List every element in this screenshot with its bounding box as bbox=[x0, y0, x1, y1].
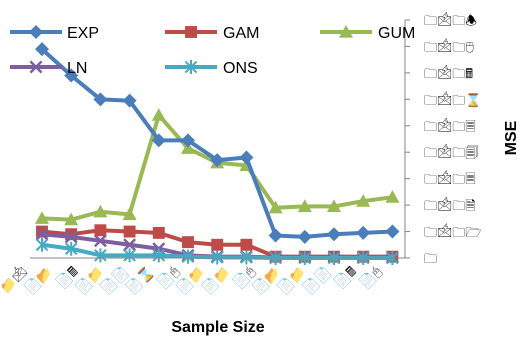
series-ln-point-1 bbox=[64, 230, 78, 244]
x-tick-label-1: 📄📂 bbox=[22, 264, 55, 297]
series-exp-point-9 bbox=[297, 229, 312, 244]
legend-gum-label: GUM bbox=[378, 25, 415, 42]
series-exp-line bbox=[40, 47, 393, 239]
y-tick-label-9: 🗀 bbox=[424, 251, 437, 266]
series-ln-point-1-stroke-b bbox=[64, 230, 78, 244]
y-ticks: 🗀🖄🗀🕭 🗀🖄🗀🖰 🗀🖄🗀🖩 🗀🖄🗀⌛ 🗀🖄🗀🗏 🗀🖄🗀🗐 🗀🖄🗀🗏 🗀🖄🗀🗎 🗀🖄🗀🗁 🗀 bbox=[405, 12, 481, 266]
series-ln-point-0-stroke-b bbox=[35, 227, 49, 241]
legend-gum-marker bbox=[339, 25, 353, 38]
legend-ons-label: ONS bbox=[223, 60, 258, 77]
series-ln-point-2-stroke-b bbox=[93, 234, 107, 248]
series-gum-point-0 bbox=[35, 211, 49, 224]
series-exp-point-2 bbox=[93, 92, 108, 107]
legend: EXP GAM GUM LN ONS bbox=[10, 25, 415, 77]
series-exp-point-1 bbox=[64, 68, 79, 83]
y-tick-label-8: 🗀🖄🗀🗁 bbox=[424, 224, 481, 240]
series-gam-point-0 bbox=[36, 225, 48, 238]
series-gam-point-5 bbox=[182, 236, 194, 249]
y-tick-label-5: 🗀🖄🗀🗐 bbox=[424, 144, 478, 160]
x-tick-label-8: 📄📁 bbox=[199, 264, 232, 297]
y-axis-title: MSE bbox=[503, 120, 520, 155]
series-exp-point-8 bbox=[268, 228, 283, 243]
x-tick-label-11: 📄📁 bbox=[275, 264, 308, 297]
x-tick-label-3: 📄📁 bbox=[73, 264, 106, 297]
series-ln-point-0 bbox=[35, 227, 49, 241]
series-ons-point-3 bbox=[123, 248, 136, 263]
series-exp-point-5 bbox=[181, 133, 195, 148]
legend-gam-label: GAM bbox=[223, 25, 259, 42]
x-tick-label-10: 📄📂 bbox=[250, 264, 283, 297]
legend-item-gam: GAM bbox=[165, 25, 259, 42]
legend-item-exp: EXP bbox=[10, 25, 99, 42]
x-tick-label-7: 📄📁 bbox=[174, 264, 207, 297]
series-gam-point-1 bbox=[65, 228, 78, 241]
series-exp-point-12 bbox=[385, 224, 400, 239]
series-ons-point-5 bbox=[181, 249, 195, 264]
series-gum-point-1 bbox=[64, 212, 79, 226]
x-tick-label-13: 📄🖩 bbox=[331, 263, 359, 291]
series-gum-point-11 bbox=[356, 194, 371, 207]
series-exp-point-11 bbox=[356, 225, 371, 240]
series-exp-point-3 bbox=[122, 93, 137, 108]
series-gam-point-7 bbox=[240, 238, 253, 251]
series-ons-point-4 bbox=[152, 248, 166, 263]
series-gum-point-9 bbox=[297, 199, 312, 213]
legend-item-ln: LN bbox=[10, 60, 87, 77]
legend-item-gum: GUM bbox=[320, 25, 415, 42]
series-ln-point-3-stroke-b bbox=[123, 238, 137, 252]
series-ons-point-1 bbox=[64, 241, 78, 256]
series-exp bbox=[35, 42, 400, 244]
series-gum-point-12 bbox=[385, 190, 400, 203]
legend-ln-marker-stroke-b bbox=[29, 60, 43, 74]
y-tick-label-4: 🗀🖄🗀🗏 bbox=[424, 118, 476, 134]
legend-item-ons: ONS bbox=[165, 60, 258, 77]
series-gum-point-5 bbox=[181, 141, 195, 154]
y-tick-label-2: 🗀🖄🗀🖩 bbox=[424, 65, 473, 81]
x-tick-label-4: 📄📄 bbox=[98, 264, 131, 297]
legend-exp-marker bbox=[29, 25, 43, 39]
series-exp-point-10 bbox=[327, 227, 341, 242]
x-axis-title: Sample Size bbox=[171, 319, 264, 336]
series-exp-point-7 bbox=[239, 150, 254, 165]
y-tick-label-3: 🗀🖄🗀⌛ bbox=[424, 91, 481, 107]
series-gam-point-3 bbox=[123, 225, 136, 238]
series-ons-point-0 bbox=[35, 237, 49, 252]
series-gam-point-6 bbox=[211, 238, 224, 251]
series-gum-point-4 bbox=[151, 108, 166, 121]
series-gum-point-3 bbox=[122, 207, 137, 220]
series-gum-point-2 bbox=[93, 204, 108, 218]
x-tick-label-12: 📄📄 bbox=[300, 264, 333, 297]
x-tick-label-5: 📄⌛ bbox=[123, 264, 156, 297]
x-tick-label-14: 📄🖰 bbox=[357, 263, 385, 291]
legend-ln-marker bbox=[29, 60, 43, 74]
series-exp-point-0 bbox=[35, 42, 49, 57]
series-gum-point-10 bbox=[327, 199, 341, 213]
x-ticks: 📁🖄📄📂📄🖩📄📁📄📄📄⌛📄🖰📄📁📄📁📄🖰📄📂📄📁📄📄📄🖩📄🖰 bbox=[0, 263, 384, 297]
series-gam-point-2 bbox=[94, 224, 107, 237]
legend-ln-label: LN bbox=[67, 60, 87, 77]
series-ons-point-2 bbox=[94, 248, 107, 263]
y-tick-label-6: 🗀🖄🗀🗏 bbox=[424, 171, 476, 187]
y-tick-label-0: 🗀🖄🗀🕭 bbox=[424, 12, 477, 28]
legend-exp-label: EXP bbox=[67, 25, 99, 42]
series-exp-point-4 bbox=[151, 133, 166, 148]
series-ons-point-6 bbox=[210, 250, 224, 265]
series-gam-point-4 bbox=[152, 226, 165, 239]
series-layer bbox=[35, 42, 400, 265]
series-ln-point-2 bbox=[93, 234, 107, 248]
series-gum-point-8 bbox=[268, 200, 283, 214]
y-tick-label-1: 🗀🖄🗀🖰 bbox=[424, 38, 474, 54]
legend-ons-marker bbox=[184, 60, 198, 74]
legend-gam-marker bbox=[185, 26, 197, 38]
series-ln-point-3 bbox=[123, 238, 137, 252]
y-tick-label-7: 🗀🖄🗀🗎 bbox=[424, 197, 476, 213]
series-ons-point-7 bbox=[240, 250, 253, 265]
series-exp-point-6 bbox=[210, 153, 225, 168]
